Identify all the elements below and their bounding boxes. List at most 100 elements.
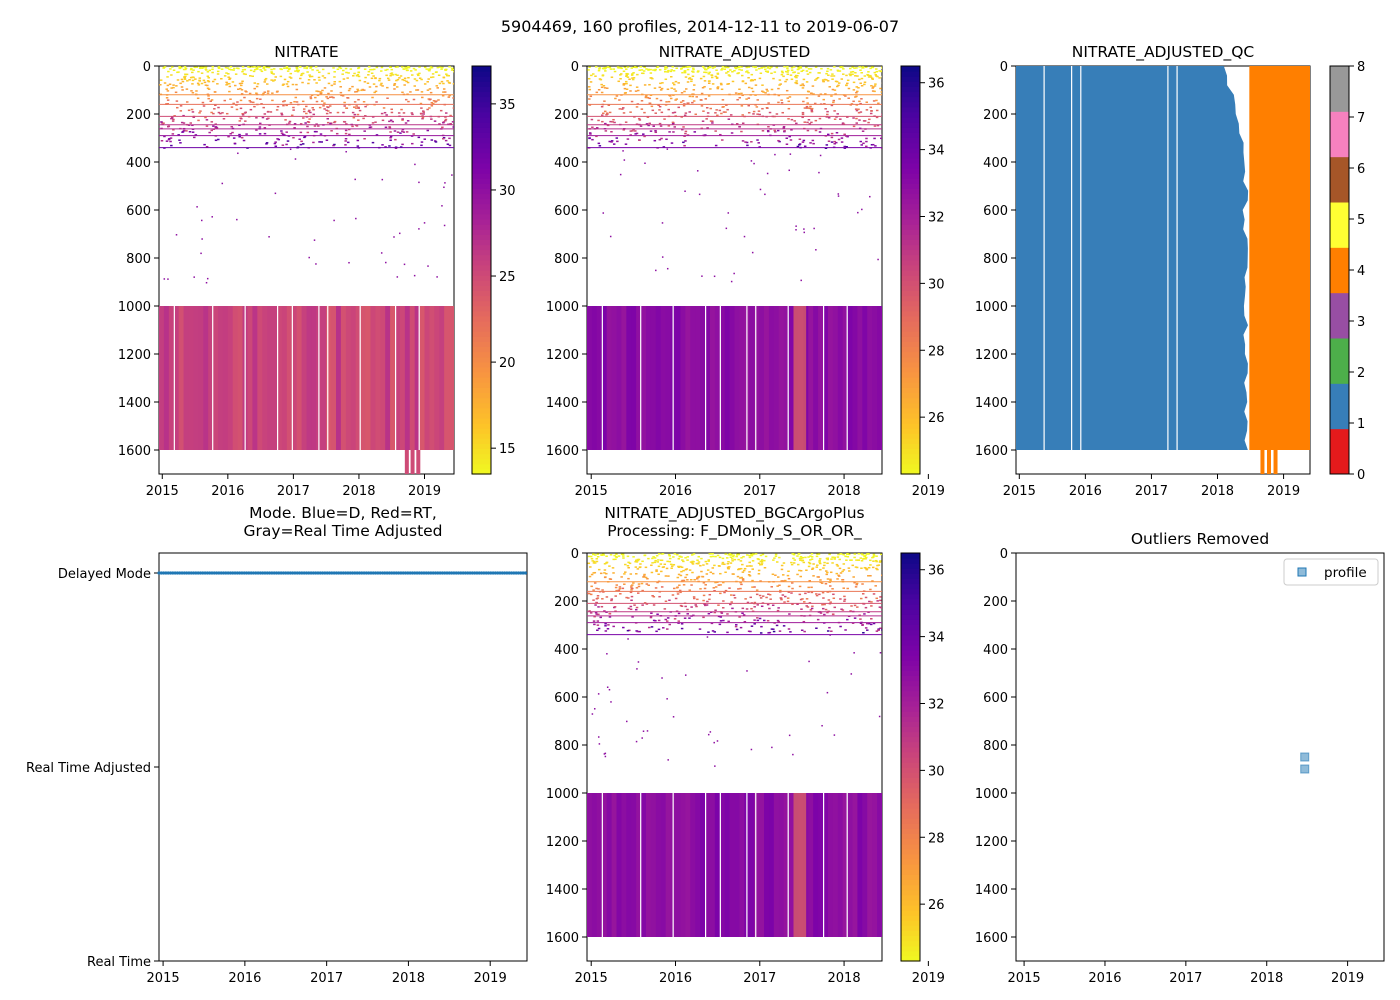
nitrate-speck <box>160 140 164 142</box>
nitrate-adjusted-speck <box>795 82 799 85</box>
nitrate-adjusted-speck <box>692 100 696 102</box>
nitrate-adjusted-cell <box>655 306 662 450</box>
nitrate-adjusted-speck <box>716 73 720 75</box>
nitrate-speck <box>421 110 425 112</box>
nitrate-speck <box>248 66 252 69</box>
nitrate-adjusted-speck <box>842 123 846 125</box>
nitrate-adjusted-speck <box>725 104 728 106</box>
nitrate-xtick-label: 2016 <box>211 484 244 499</box>
nitrate-speck <box>272 80 275 82</box>
nitrate-speck <box>299 66 302 68</box>
bgcargoplus-speck <box>714 609 717 612</box>
bgcargoplus-speck <box>733 558 737 561</box>
bgcargoplus-speck <box>591 560 594 562</box>
nitrate-adjusted-speck <box>626 138 630 140</box>
bgcargoplus-speck <box>702 616 705 619</box>
nitrate-speck <box>191 91 195 94</box>
nitrate-speck <box>428 68 431 70</box>
bgcargoplus-speck <box>760 563 764 566</box>
nitrate-speck <box>305 105 308 108</box>
nitrate-adjusted-speck <box>684 140 687 142</box>
nitrate-speck <box>406 93 409 95</box>
nitrate-adjusted-ytick-label: 600 <box>554 204 579 219</box>
nitrate-adjusted-speck <box>700 92 704 95</box>
bgcargoplus-speck <box>818 562 822 565</box>
nitrate-speck <box>411 142 414 145</box>
nitrate-adjusted-speck <box>766 70 770 73</box>
mode-point <box>284 571 288 575</box>
bgcargoplus-speck <box>730 553 733 556</box>
nitrate-speck <box>407 76 410 79</box>
bgcargoplus-speck <box>641 560 644 563</box>
bgcargoplus-colorbar-step <box>901 792 920 799</box>
nitrate-speck <box>165 88 168 90</box>
bgcargoplus-cell <box>626 793 632 937</box>
nitrate-adjusted-colorbar-step <box>901 387 920 393</box>
mode-point <box>493 571 498 575</box>
bgcargoplus-speck <box>746 554 749 556</box>
nitrate-cell <box>404 306 411 450</box>
nitrate-speck <box>437 74 441 77</box>
bgcargoplus-speck <box>846 587 849 590</box>
nitrate-adjusted-speck <box>672 69 676 72</box>
bgcargoplus-speck <box>771 604 775 607</box>
nitrate-speck <box>234 73 238 75</box>
nitrate-speck <box>270 68 273 71</box>
bgcargoplus-sparse-point <box>808 660 810 663</box>
mode-point <box>484 571 488 575</box>
bgcargoplus-speck <box>855 582 859 585</box>
mode-point <box>463 571 468 575</box>
bgcargoplus-speck <box>707 579 711 581</box>
bgcargoplus-speck <box>818 558 822 560</box>
nitrate-adjusted-speck <box>865 109 869 111</box>
bgcargoplus-speck <box>713 611 717 614</box>
bgcargoplus-cell <box>813 793 819 937</box>
bgcargoplus-sparse-point <box>591 713 594 715</box>
nitrate-adjusted-speck <box>690 80 693 83</box>
nitrate-adjusted-speck <box>640 108 644 110</box>
nitrate-colorbar-step <box>472 463 491 470</box>
nitrate-adjusted-cell <box>773 306 780 450</box>
bgcargoplus-colorbar-step <box>901 716 920 722</box>
bgcargoplus-speck <box>815 555 819 558</box>
nitrate-speck <box>380 66 384 69</box>
nitrate-speck <box>386 86 389 89</box>
nitrate-speck <box>201 101 205 104</box>
nitrate-speck <box>389 136 392 139</box>
bgcargoplus-speck <box>762 619 766 622</box>
nitrate-speck <box>286 140 290 142</box>
bgcargoplus-speck <box>758 594 762 597</box>
bgcargoplus-speck <box>756 619 760 622</box>
nitrate-speck <box>245 91 248 93</box>
nitrate-adjusted-qc-ytick-label: 400 <box>983 156 1008 171</box>
nitrate-speck <box>315 123 318 125</box>
bgcargoplus-speck <box>696 559 699 561</box>
bgcargoplus-cell <box>749 793 755 937</box>
nitrate-adjusted-cell <box>660 306 667 450</box>
nitrate-adjusted-speck <box>740 92 743 95</box>
nitrate-adjusted-qc-colorbar-label: 6 <box>1357 162 1365 177</box>
nitrate-adjusted-speck <box>640 69 644 71</box>
bgcargoplus-cell <box>724 793 731 937</box>
nitrate-adjusted-speck <box>599 78 603 81</box>
bgcargoplus-frame <box>586 552 883 962</box>
nitrate-colorbar-step <box>472 152 491 159</box>
nitrate-adjusted-speck <box>612 68 615 70</box>
nitrate-adjusted-xtick-label: 2018 <box>828 484 861 499</box>
nitrate-adjusted-qc-plot <box>1016 66 1310 474</box>
nitrate-speck <box>204 68 208 70</box>
bgcargoplus-speck <box>657 619 661 622</box>
nitrate-adjusted-speck <box>692 67 695 70</box>
nitrate-adjusted-speck <box>857 87 860 89</box>
nitrate-speck <box>323 87 327 89</box>
bgcargoplus-colorbar-step <box>901 894 920 901</box>
bgcargoplus-speck <box>604 625 607 627</box>
nitrate-speck <box>309 66 313 68</box>
bgcargoplus-speck <box>879 596 882 598</box>
nitrate-speck <box>182 68 186 71</box>
nitrate-adjusted-speck <box>680 68 683 70</box>
nitrate-adjusted-sparse-point <box>753 162 755 165</box>
nitrate-cell <box>375 306 381 450</box>
nitrate-speck <box>333 76 336 78</box>
nitrate-speck <box>401 66 404 68</box>
